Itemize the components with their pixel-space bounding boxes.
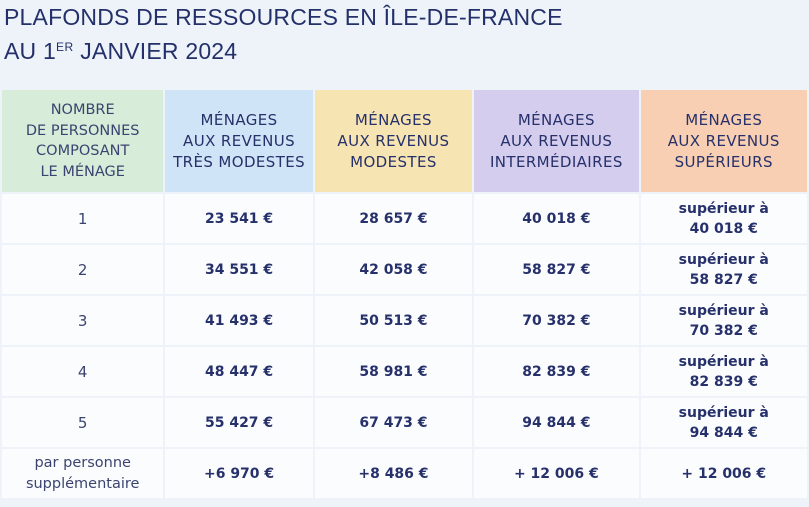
cell-modestes: 28 657 €	[314, 194, 473, 243]
cell-modestes: 42 058 €	[314, 245, 473, 294]
cell-superieurs: supérieur à 58 827 €	[640, 245, 807, 294]
cell-modestes: 58 981 €	[314, 347, 473, 396]
cell-nombre-personnes: par personne supplémentaire	[2, 449, 164, 498]
cell-nombre-personnes: 4	[2, 347, 164, 396]
cell-nombre-personnes: 5	[2, 398, 164, 447]
cell-nombre-personnes: 1	[2, 194, 164, 243]
header-nombre-personnes: NOMBRE DE PERSONNES COMPOSANT LE MÉNAGE	[2, 90, 164, 192]
cell-intermediaires: 40 018 €	[474, 194, 639, 243]
cell-intermediaires: 94 844 €	[474, 398, 639, 447]
cell-intermediaires: 58 827 €	[474, 245, 639, 294]
cell-tres-modestes: 23 541 €	[165, 194, 313, 243]
title-line-2: AU 1ER JANVIER 2024	[4, 38, 238, 64]
page-title: PLAFONDS DE RESSOURCES EN ÎLE-DE-FRANCE …	[4, 2, 563, 66]
cell-modestes: 67 473 €	[314, 398, 473, 447]
cell-tres-modestes: 48 447 €	[165, 347, 313, 396]
cell-tres-modestes: 41 493 €	[165, 296, 313, 345]
cell-nombre-personnes: 3	[2, 296, 164, 345]
cell-tres-modestes: 34 551 €	[165, 245, 313, 294]
table-row: 1 23 541 € 28 657 € 40 018 € supérieur à…	[2, 194, 807, 243]
cell-modestes: 50 513 €	[314, 296, 473, 345]
cell-superieurs: + 12 006 €	[640, 449, 807, 498]
table-row: par personne supplémentaire +6 970 € +8 …	[2, 449, 807, 498]
table-row: 4 48 447 € 58 981 € 82 839 € supérieur à…	[2, 347, 807, 396]
table-row: 2 34 551 € 42 058 € 58 827 € supérieur à…	[2, 245, 807, 294]
table-header-row: NOMBRE DE PERSONNES COMPOSANT LE MÉNAGE …	[2, 90, 807, 192]
cell-intermediaires: + 12 006 €	[474, 449, 639, 498]
table-row: 3 41 493 € 50 513 € 70 382 € supérieur à…	[2, 296, 807, 345]
cell-modestes: +8 486 €	[314, 449, 473, 498]
header-intermediaires: MÉNAGES AUX REVENUS INTERMÉDIAIRES	[474, 90, 639, 192]
table-row: 5 55 427 € 67 473 € 94 844 € supérieur à…	[2, 398, 807, 447]
cell-tres-modestes: 55 427 €	[165, 398, 313, 447]
cell-nombre-personnes: 2	[2, 245, 164, 294]
cell-superieurs: supérieur à 70 382 €	[640, 296, 807, 345]
header-tres-modestes: MÉNAGES AUX REVENUS TRÈS MODESTES	[165, 90, 313, 192]
cell-superieurs: supérieur à 94 844 €	[640, 398, 807, 447]
header-superieurs: MÉNAGES AUX REVENUS SUPÉRIEURS	[640, 90, 807, 192]
cell-intermediaires: 82 839 €	[474, 347, 639, 396]
cell-tres-modestes: +6 970 €	[165, 449, 313, 498]
cell-superieurs: supérieur à 40 018 €	[640, 194, 807, 243]
header-modestes: MÉNAGES AUX REVENUS MODESTES	[314, 90, 473, 192]
cell-superieurs: supérieur à 82 839 €	[640, 347, 807, 396]
ressources-table: NOMBRE DE PERSONNES COMPOSANT LE MÉNAGE …	[0, 88, 809, 500]
title-line-1: PLAFONDS DE RESSOURCES EN ÎLE-DE-FRANCE	[4, 4, 563, 30]
cell-intermediaires: 70 382 €	[474, 296, 639, 345]
